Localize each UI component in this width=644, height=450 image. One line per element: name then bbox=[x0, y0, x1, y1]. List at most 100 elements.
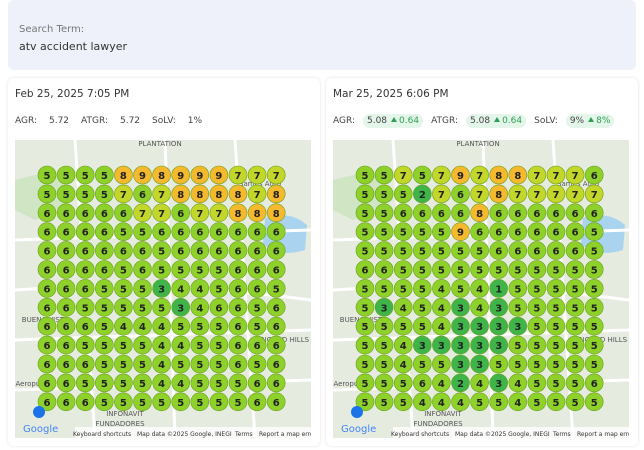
rank-pin bbox=[209, 260, 229, 279]
rank-value: 6 bbox=[101, 209, 108, 220]
rank-value: 6 bbox=[177, 209, 184, 220]
rank-pin bbox=[508, 203, 528, 223]
rank-pin bbox=[355, 241, 375, 260]
rank-value: 5 bbox=[553, 322, 560, 333]
rank-pin bbox=[75, 298, 95, 317]
rank-pin bbox=[133, 298, 152, 317]
rank-value: 6 bbox=[381, 266, 388, 277]
rank-value: 6 bbox=[553, 247, 560, 258]
rank-pin bbox=[374, 241, 394, 260]
map-footer: Report a map error bbox=[577, 431, 629, 438]
rank-pin bbox=[209, 373, 229, 393]
rank-value: 5 bbox=[572, 303, 579, 314]
rank-value: 7 bbox=[553, 171, 560, 182]
rank-pin bbox=[393, 241, 413, 260]
rank-pin bbox=[209, 279, 229, 298]
rank-pin bbox=[152, 354, 171, 374]
rank-pin bbox=[75, 373, 95, 393]
rank-pin bbox=[37, 203, 57, 223]
rank-pin bbox=[451, 373, 470, 393]
rank-pin bbox=[413, 279, 432, 298]
rank-value: 6 bbox=[44, 228, 51, 239]
rank-pin bbox=[355, 373, 375, 393]
rank-pin bbox=[266, 279, 286, 298]
rank-pin bbox=[95, 373, 114, 393]
rank-pin bbox=[95, 165, 114, 185]
rank-pin bbox=[228, 335, 248, 355]
rank-value: 5 bbox=[196, 398, 203, 409]
place-label: FUNDADORES bbox=[95, 420, 145, 428]
rank-pin bbox=[95, 354, 114, 374]
rank-pin bbox=[75, 316, 95, 336]
metric-change: 0.64 bbox=[399, 116, 420, 126]
rank-pin bbox=[508, 373, 528, 393]
rank-pin bbox=[470, 184, 489, 204]
rank-value: 5 bbox=[254, 360, 261, 371]
rank-pin bbox=[152, 316, 171, 336]
rank-value: 5 bbox=[362, 190, 369, 201]
rank-pin bbox=[508, 165, 528, 185]
rank-pin bbox=[451, 222, 470, 241]
rank-value: 6 bbox=[254, 398, 261, 409]
rank-value: 4 bbox=[514, 379, 521, 390]
rank-pin bbox=[228, 184, 248, 204]
rank-pin bbox=[209, 241, 229, 260]
rank-value: 8 bbox=[158, 171, 165, 182]
rank-value: 5 bbox=[139, 360, 146, 371]
rank-value: 5 bbox=[400, 398, 407, 409]
rank-value: 7 bbox=[215, 209, 222, 220]
rank-pin bbox=[355, 335, 375, 355]
location-button bbox=[351, 406, 363, 418]
rank-pin bbox=[247, 316, 267, 336]
rank-pin bbox=[190, 373, 210, 393]
rank-pin bbox=[489, 373, 508, 393]
rank-pin bbox=[584, 184, 604, 204]
rank-value: 6 bbox=[235, 360, 242, 371]
rank-value: 5 bbox=[215, 284, 222, 295]
rank-value: 9 bbox=[177, 171, 184, 182]
rank-pin bbox=[190, 354, 210, 374]
rank-pin bbox=[114, 184, 133, 204]
place-label: PLANTATION bbox=[456, 140, 499, 148]
rank-pin bbox=[527, 222, 547, 241]
rank-pin bbox=[584, 298, 604, 317]
rank-value: 5 bbox=[101, 398, 108, 409]
rank-value: 5 bbox=[381, 360, 388, 371]
metric-number: 5.08 bbox=[366, 116, 388, 126]
rank-pin bbox=[152, 373, 171, 393]
rank-pin bbox=[152, 184, 171, 204]
metric-change: 8% bbox=[596, 116, 611, 126]
rank-value: 9 bbox=[457, 228, 464, 239]
rank-value: 5 bbox=[400, 379, 407, 390]
rank-value: 7 bbox=[533, 171, 540, 182]
rank-value: 4 bbox=[438, 284, 445, 295]
rank-value: 6 bbox=[101, 266, 108, 277]
rank-pin bbox=[228, 203, 248, 223]
rank-pin bbox=[152, 165, 171, 185]
rank-value: 6 bbox=[235, 284, 242, 295]
rank-value: 5 bbox=[476, 247, 483, 258]
rank-value: 6 bbox=[235, 322, 242, 333]
rank-pin bbox=[266, 241, 286, 260]
panel: Feb 25, 2025 7:05 PM AGR: 5.72 ATGR: 5.72 SoL… bbox=[8, 78, 320, 446]
rank-pin bbox=[527, 260, 547, 279]
rank-pin bbox=[75, 392, 95, 412]
rank-value: 4 bbox=[438, 398, 445, 409]
rank-pin bbox=[171, 373, 190, 393]
rank-value: 5 bbox=[44, 171, 51, 182]
rank-pin bbox=[432, 165, 451, 185]
rank-value: 8 bbox=[495, 190, 502, 201]
rank-value: 6 bbox=[101, 228, 108, 239]
rank-pin bbox=[393, 222, 413, 241]
rank-pin bbox=[75, 184, 95, 204]
rank-value: 5 bbox=[362, 247, 369, 258]
rank-value: 5 bbox=[591, 322, 598, 333]
rank-pin bbox=[374, 165, 394, 185]
rank-pin bbox=[114, 165, 133, 185]
rank-pin bbox=[565, 165, 585, 185]
rank-value: 6 bbox=[120, 247, 127, 258]
rank-value: 6 bbox=[572, 247, 579, 258]
rank-pin bbox=[228, 298, 248, 317]
rank-pin bbox=[75, 279, 95, 298]
rank-value: 5 bbox=[101, 379, 108, 390]
